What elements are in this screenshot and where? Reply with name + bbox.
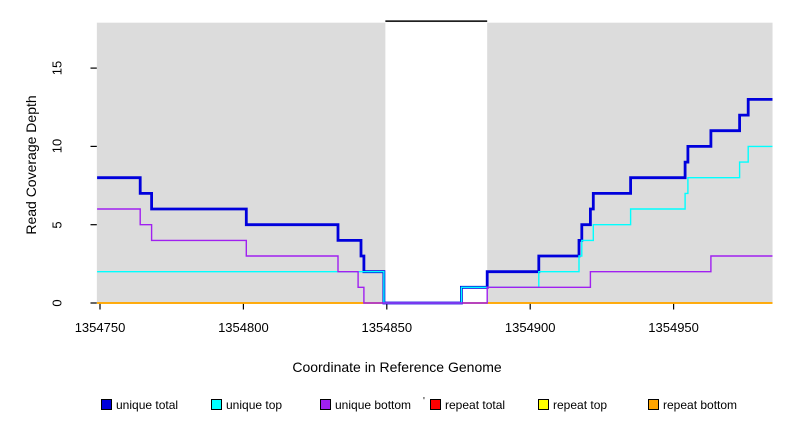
legend-swatch-icon: [648, 399, 659, 410]
series-unique-top: [97, 145, 773, 304]
legend-label: repeat total: [445, 398, 506, 412]
legend-swatch-icon: [538, 399, 549, 410]
legend-label: unique top: [226, 398, 283, 412]
y-tick-label: 0: [49, 299, 65, 307]
y-tick-label: 5: [49, 221, 65, 229]
x-axis-title: Coordinate in Reference Genome: [292, 359, 502, 375]
legend-swatch-icon: [430, 399, 441, 410]
legend-label: repeat top: [553, 398, 608, 412]
series-unique-bottom: [97, 208, 773, 304]
legend-label: unique bottom: [335, 398, 412, 412]
x-tick-label: 1354850: [361, 320, 413, 335]
uncovered-gap-region: [385, 22, 488, 303]
y-tick-label: 15: [49, 60, 65, 76]
y-axis-title: Read Coverage Depth: [23, 95, 39, 235]
series-unique-total: [97, 98, 773, 305]
x-tick-label: 1354900: [504, 320, 556, 335]
x-tick-label: 1354950: [648, 320, 699, 335]
legend-label: unique total: [116, 398, 179, 412]
legend-swatch-icon: [211, 399, 222, 410]
y-tick-label: 10: [49, 139, 65, 154]
legend-label: repeat bottom: [663, 398, 738, 412]
legend-swatch-icon: [101, 399, 112, 410]
x-tick-label: 1354800: [218, 320, 269, 335]
legend-swatch-icon: [320, 399, 331, 410]
legend-stray-mark: ': [423, 396, 425, 407]
x-tick-label: 1354750: [74, 320, 126, 335]
